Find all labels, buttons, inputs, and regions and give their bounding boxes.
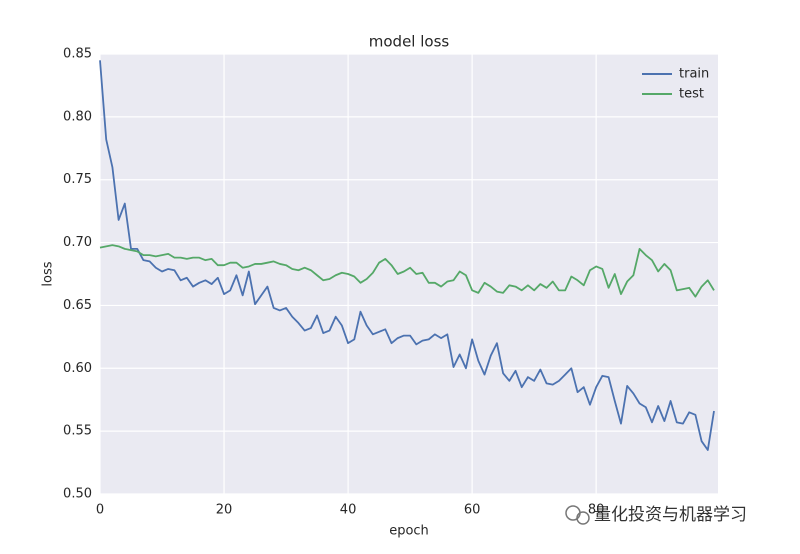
x-tick-label: 60	[464, 503, 481, 518]
y-tick-label: 0.75	[63, 172, 92, 187]
x-tick-label: 20	[216, 503, 233, 518]
x-tick-label: 80	[588, 503, 605, 518]
y-tick-label: 0.70	[63, 235, 92, 250]
plot-area	[100, 54, 718, 494]
y-tick-label: 0.60	[63, 361, 92, 376]
x-tick-label: 40	[340, 503, 357, 518]
y-tick-label: 0.85	[63, 47, 92, 62]
grid	[99, 53, 718, 495]
y-tick-label: 0.80	[63, 109, 92, 124]
watermark-icon	[565, 505, 590, 525]
legend-label: train	[679, 67, 709, 82]
y-axis-label: loss	[41, 261, 56, 286]
y-tick-label: 0.65	[63, 298, 92, 313]
y-tick-label: 0.55	[63, 424, 92, 439]
series-line	[99, 244, 715, 298]
chart-title: model loss	[369, 33, 450, 51]
series-line	[99, 60, 715, 451]
x-axis-label: epoch	[389, 524, 429, 539]
watermark: 量化投资与机器学习	[594, 505, 747, 525]
legend-label: test	[679, 87, 704, 102]
lines	[99, 60, 715, 451]
x-tick-label: 0	[96, 503, 104, 518]
y-tick-label: 0.50	[63, 487, 92, 502]
